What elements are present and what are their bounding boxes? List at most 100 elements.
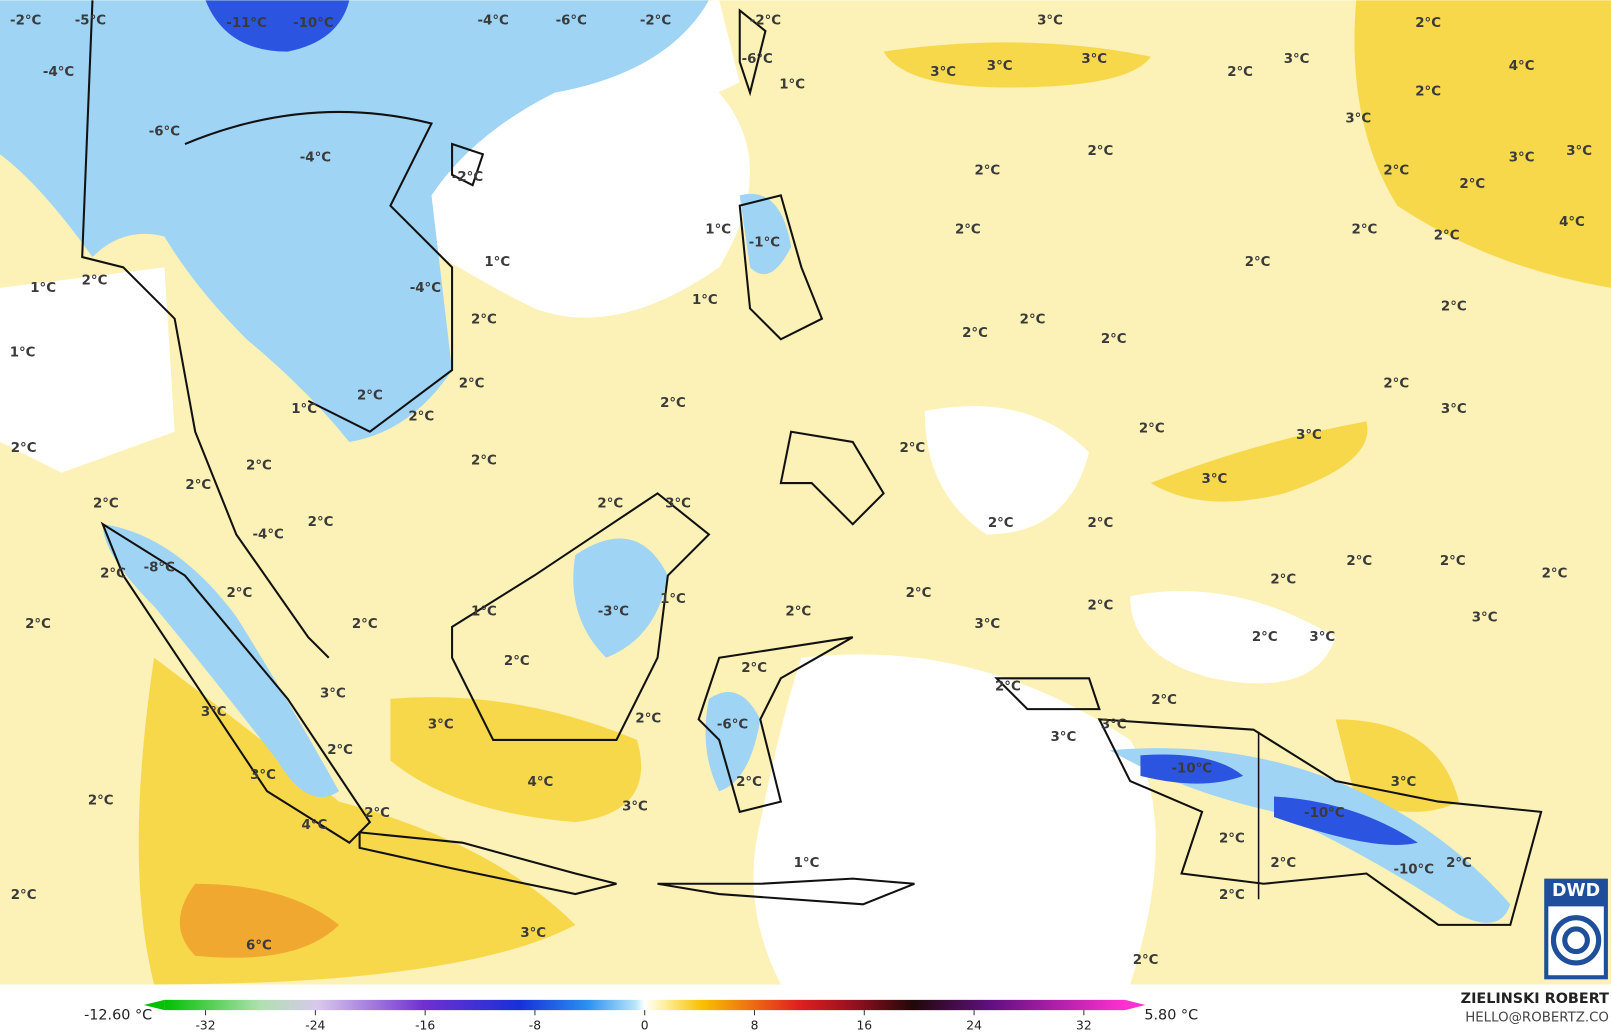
temperature-label: 2°C xyxy=(1383,376,1409,391)
temperature-label: -4°C xyxy=(410,281,441,296)
temperature-label: 2°C xyxy=(11,888,37,903)
temperature-label: 2°C xyxy=(82,274,108,289)
temperature-label: 2°C xyxy=(88,794,114,809)
temperature-label: 2°C xyxy=(660,396,686,411)
temperature-label: 2°C xyxy=(1087,144,1113,159)
temperature-label: 1°C xyxy=(291,402,317,417)
temperature-label: 1°C xyxy=(30,281,56,296)
temperature-label: 2°C xyxy=(1219,832,1245,847)
temperature-label: 6°C xyxy=(246,938,272,953)
temperature-label: -10°C xyxy=(1304,806,1345,821)
temperature-label: 3°C xyxy=(974,617,1000,632)
temperature-label: 2°C xyxy=(1440,554,1466,569)
temperature-label: 2°C xyxy=(1087,516,1113,531)
temperature-label: 2°C xyxy=(1346,554,1372,569)
temperature-label: 2°C xyxy=(995,680,1021,695)
temperature-label: 2°C xyxy=(1151,693,1177,708)
temperature-label: 2°C xyxy=(1415,85,1441,100)
temperature-label: 3°C xyxy=(1345,111,1371,126)
temperature-label: 2°C xyxy=(227,586,253,601)
colorbar-tick-label: -24 xyxy=(305,1019,325,1033)
temperature-label: -4°C xyxy=(300,150,331,165)
logo-text: DWD xyxy=(1552,881,1600,901)
temperature-label: 3°C xyxy=(1441,402,1467,417)
temperature-label: 2°C xyxy=(635,711,661,726)
temperature-label: 2°C xyxy=(185,478,211,493)
temperature-label: -3°C xyxy=(598,605,629,620)
temperature-label: -1°C xyxy=(749,236,780,251)
temperature-label: -10°C xyxy=(1393,862,1434,877)
colorbar-max-arrow xyxy=(1125,999,1146,1011)
temperature-label: 2°C xyxy=(1270,856,1296,871)
temperature-labels: -2°C -5°C -11°C -10°C -4°C -6°C -2°C -2°C 3°C 2°C… xyxy=(10,14,1592,968)
colorbar-tick-label: 32 xyxy=(1076,1019,1092,1033)
temperature-label: 3°C xyxy=(1081,52,1107,67)
temperature-label: 4°C xyxy=(528,775,554,790)
temperature-label: 1°C xyxy=(692,293,718,308)
temperature-label: 2°C xyxy=(308,515,334,530)
temperature-label: 2°C xyxy=(11,441,37,456)
temperature-label: 2°C xyxy=(974,164,1000,179)
temperature-label: 2°C xyxy=(1434,228,1460,243)
temperature-label: 2°C xyxy=(1383,164,1409,179)
temperature-label: 2°C xyxy=(25,617,51,632)
temperature-label: 1°C xyxy=(471,605,497,620)
map-field xyxy=(0,0,1611,985)
temperature-label: -2°C xyxy=(750,14,781,29)
temperature-label: 2°C xyxy=(1459,177,1485,192)
temperature-label: 2°C xyxy=(899,441,925,456)
temperature-label: -6°C xyxy=(556,14,587,29)
temperature-label: 2°C xyxy=(1227,65,1253,80)
temperature-label: 2°C xyxy=(962,326,988,341)
colorbar-tick-label: -8 xyxy=(529,1019,541,1033)
temperature-label: 2°C xyxy=(246,459,272,474)
temperature-label: 2°C xyxy=(785,605,811,620)
temperature-label: 2°C xyxy=(459,376,485,391)
dwd-logo: DWD xyxy=(1544,878,1608,980)
temperature-label: -5°C xyxy=(75,14,106,29)
temperature-label: 1°C xyxy=(10,346,36,361)
temperature-label: 3°C xyxy=(1284,52,1310,67)
temperature-label: 3°C xyxy=(428,718,454,733)
temperature-label: 3°C xyxy=(1037,14,1063,29)
temperature-label: 2°C xyxy=(736,775,762,790)
temperature-label: -2°C xyxy=(10,14,41,29)
temperature-label: 2°C xyxy=(471,313,497,328)
temperature-label: 3°C xyxy=(622,800,648,815)
temperature-label: 3°C xyxy=(1101,718,1127,733)
temperature-label: 2°C xyxy=(1252,630,1278,645)
temperature-label: 2°C xyxy=(597,497,623,512)
colorbar-tick-label: 0 xyxy=(641,1019,649,1033)
temperature-label: 2°C xyxy=(357,389,383,404)
temperature-label: 2°C xyxy=(1087,598,1113,613)
temperature-label: 2°C xyxy=(1446,856,1472,871)
temperature-label: 3°C xyxy=(1202,472,1228,487)
temperature-label: 3°C xyxy=(320,687,346,702)
credit-author: ZIELINSKI ROBERT xyxy=(1461,991,1609,1007)
temperature-label: 2°C xyxy=(1020,313,1046,328)
temperature-label: -6°C xyxy=(149,125,180,140)
temperature-label: 4°C xyxy=(1509,59,1535,74)
temperature-label: 2°C xyxy=(1441,299,1467,314)
temperature-label: 2°C xyxy=(327,743,353,758)
temperature-label: 2°C xyxy=(93,497,119,512)
temperature-label: 1°C xyxy=(484,255,510,270)
colorbar xyxy=(164,999,1126,1011)
temperature-label: -8°C xyxy=(144,560,175,575)
temperature-label: 3°C xyxy=(1296,428,1322,443)
temperature-label: 2°C xyxy=(1101,332,1127,347)
temperature-label: 2°C xyxy=(408,409,434,424)
temperature-label: 2°C xyxy=(100,566,126,581)
temperature-label: -4°C xyxy=(478,14,509,29)
temperature-label: 1°C xyxy=(779,77,805,92)
temperature-label: 4°C xyxy=(302,818,328,833)
colorbar-min-arrow xyxy=(143,999,165,1011)
temperature-label: 2°C xyxy=(1352,222,1378,237)
colorbar-tick-label: 8 xyxy=(751,1019,759,1033)
temperature-label: -10°C xyxy=(1172,762,1213,777)
temperature-label: -11°C xyxy=(226,16,267,31)
temperature-label: 2°C xyxy=(1139,422,1165,437)
temperature-label: 2°C xyxy=(1219,888,1245,903)
temperature-label: 3°C xyxy=(1509,150,1535,165)
temperature-label: 2°C xyxy=(364,806,390,821)
